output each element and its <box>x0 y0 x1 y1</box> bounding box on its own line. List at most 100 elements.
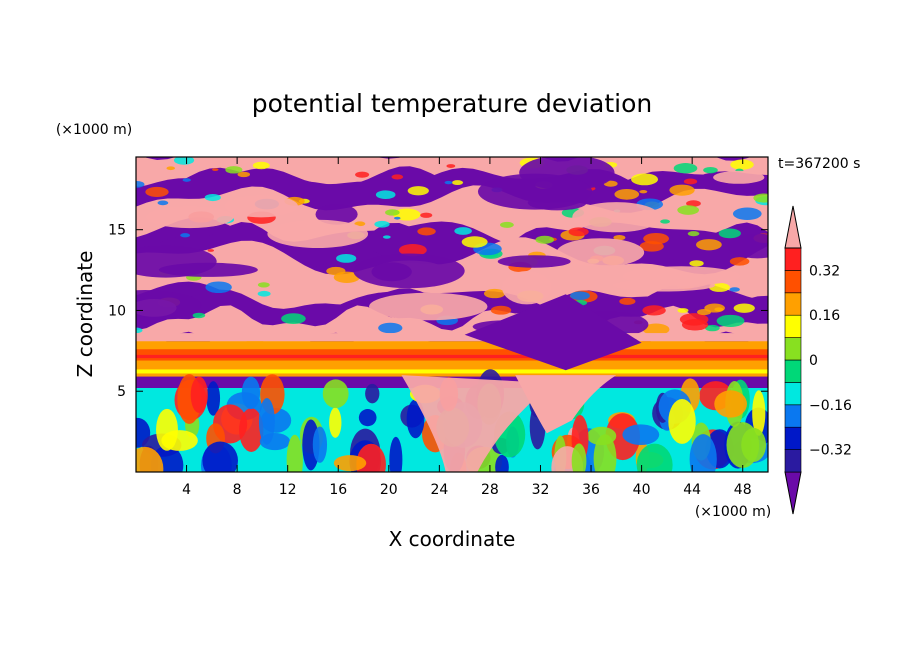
anomaly-lobe <box>727 233 768 259</box>
turbulent-eddy <box>406 399 425 439</box>
anomaly-lobe <box>158 262 258 277</box>
anomaly-blob <box>391 174 404 180</box>
chart-title: potential temperature deviation <box>252 89 652 118</box>
warm-band-edge <box>136 369 768 374</box>
anomaly-blob <box>730 159 754 170</box>
colorbar-swatch <box>784 292 802 316</box>
x-tick-label: 12 <box>279 482 297 498</box>
colorbar-swatch <box>784 247 802 271</box>
anomaly-lobe <box>497 255 571 268</box>
anomaly-blob <box>639 189 648 194</box>
turbulent-eddy <box>258 398 275 445</box>
anomaly-blob <box>631 173 659 186</box>
colorbar-swatch <box>784 449 802 473</box>
turbulent-eddy <box>668 399 696 444</box>
plot-frame <box>135 156 769 473</box>
anomaly-blob <box>336 253 357 263</box>
anomaly-blob <box>718 228 741 239</box>
anomaly-blob <box>382 235 391 239</box>
contour-field <box>136 157 768 472</box>
anomaly-blob <box>355 171 370 178</box>
anomaly-blob <box>753 193 768 203</box>
colorbar-upper-extension <box>784 205 802 249</box>
anomaly-blob <box>603 180 618 187</box>
anomaly-blob <box>451 180 464 186</box>
anomaly-lobe <box>713 170 765 184</box>
turbulent-eddy <box>586 426 617 446</box>
anomaly-blob <box>225 166 243 174</box>
colorbar-swatch <box>784 270 802 294</box>
anomaly-blob <box>570 291 590 301</box>
x-tick-label: 48 <box>734 482 752 498</box>
anomaly-blob <box>444 180 453 185</box>
anomaly-blob <box>642 323 670 336</box>
y-tick-label: 5 <box>117 384 126 400</box>
anomaly-blob <box>639 241 664 252</box>
x-tick-label: 28 <box>481 482 499 498</box>
plot-area <box>136 157 768 472</box>
anomaly-blob <box>642 305 666 316</box>
anomaly-blob <box>446 164 456 168</box>
x-tick-label: 32 <box>532 482 550 498</box>
anomaly-blob <box>677 308 689 313</box>
anomaly-blob <box>375 190 396 199</box>
x-tick-label: 20 <box>380 482 398 498</box>
turbulent-eddy <box>622 424 660 445</box>
turbulent-eddy <box>333 455 367 472</box>
anomaly-blob <box>673 163 698 174</box>
anomaly-blob <box>490 305 512 315</box>
time-label: t=367200 s <box>778 156 860 172</box>
colorbar-swatch <box>784 426 802 450</box>
anomaly-blob <box>182 178 191 182</box>
turbulent-eddy <box>389 436 403 472</box>
anomaly-blob <box>733 303 755 313</box>
anomaly-blob <box>398 244 427 257</box>
turbulent-eddy <box>190 376 208 414</box>
turbulent-eddy <box>752 390 766 436</box>
anomaly-blob <box>535 235 555 244</box>
x-tick-label: 40 <box>633 482 651 498</box>
anomaly-blob <box>417 227 436 236</box>
turbulent-eddy <box>241 376 261 410</box>
colorbar-swatch <box>784 382 802 406</box>
anomaly-blob <box>145 186 169 198</box>
colorbar-swatch <box>784 314 802 338</box>
warm-plume <box>401 375 554 472</box>
colorbar-lower-extension <box>784 471 802 515</box>
anomaly-blob <box>679 313 709 326</box>
anomaly-lobe <box>224 194 298 218</box>
cold-wedge <box>464 294 642 371</box>
x-tick-label: 8 <box>233 482 242 498</box>
colorbar-label: −0.16 <box>809 398 852 414</box>
colorbar-label: 0.32 <box>809 263 840 279</box>
anomaly-blob <box>157 200 169 206</box>
turbulent-eddy <box>202 441 238 472</box>
anomaly-blob <box>407 186 429 196</box>
anomaly-lobe <box>371 262 412 282</box>
anomaly-blob <box>703 166 718 174</box>
turbulent-eddy <box>365 383 380 404</box>
anomaly-blob <box>420 212 433 218</box>
anomaly-blob <box>696 239 722 251</box>
anomaly-lobe <box>369 292 488 321</box>
turbulent-eddy <box>636 443 673 472</box>
anomaly-blob <box>729 287 740 292</box>
turbulent-eddy <box>136 446 164 472</box>
anomaly-blob <box>677 205 700 215</box>
turbulent-eddy <box>571 443 587 472</box>
turbulent-eddy <box>156 408 178 451</box>
turbulent-eddy <box>329 407 342 438</box>
colorbar-swatch <box>784 337 802 361</box>
anomaly-blob <box>732 207 762 221</box>
anomaly-blob <box>697 309 712 316</box>
anomaly-lobe <box>612 279 716 292</box>
colorbar-swatch <box>784 404 802 428</box>
anomaly-blob <box>613 235 626 241</box>
anomaly-blob <box>257 282 270 288</box>
turbulent-eddy <box>206 381 221 416</box>
anomaly-blob <box>729 257 750 266</box>
anomaly-blob <box>669 184 695 196</box>
anomaly-blob <box>705 324 720 332</box>
colorbar-label: 0.16 <box>809 308 840 324</box>
